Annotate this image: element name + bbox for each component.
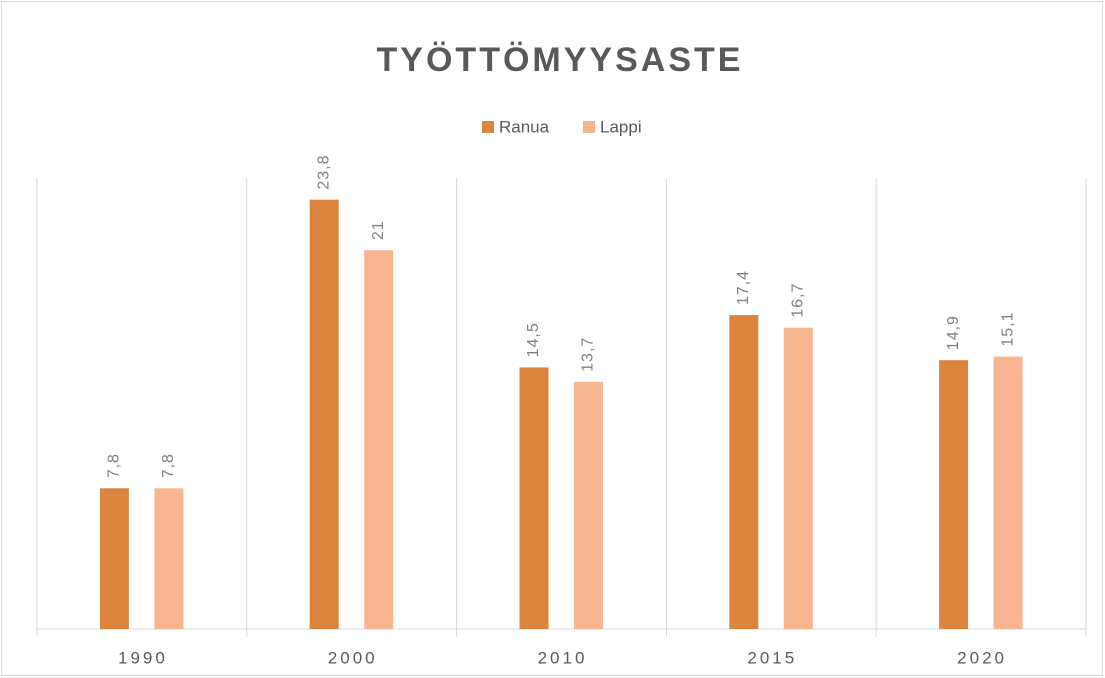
x-tick-label: 2020 [957, 648, 1007, 667]
bar [519, 367, 549, 629]
data-label: 14,5 [525, 322, 542, 357]
data-label: 13,7 [580, 337, 597, 372]
bar [364, 250, 394, 629]
x-tick-label: 1990 [118, 648, 168, 667]
legend-swatch [583, 121, 595, 133]
data-label: 7,8 [160, 453, 177, 478]
data-label: 17,4 [735, 270, 752, 305]
x-tick-label: 2015 [747, 648, 797, 667]
x-tick-label: 2010 [538, 648, 588, 667]
legend-label: Ranua [499, 117, 550, 136]
data-label: 15,1 [999, 311, 1016, 346]
bar [574, 381, 603, 629]
data-label: 23,8 [315, 155, 332, 190]
data-label: 14,9 [945, 315, 962, 350]
bar [783, 327, 813, 629]
x-tick-label: 2000 [328, 648, 378, 667]
bar [99, 488, 129, 629]
bar [939, 360, 969, 629]
legend-swatch [482, 121, 494, 133]
data-label: 7,8 [106, 453, 123, 478]
bar [729, 315, 759, 629]
data-label: 21 [370, 220, 387, 240]
bar [309, 199, 339, 629]
chart-title: TYÖTTÖMYYSASTE [377, 41, 744, 79]
data-label: 16,7 [790, 283, 807, 318]
bar [154, 488, 184, 629]
legend-label: Lappi [600, 117, 642, 136]
bar [993, 356, 1023, 629]
